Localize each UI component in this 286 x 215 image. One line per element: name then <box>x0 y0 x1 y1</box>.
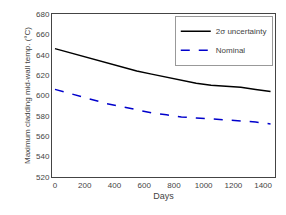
svg-text:580: 580 <box>36 112 50 121</box>
svg-text:Maximum cladding mid-wall temp: Maximum cladding mid-wall temp. (°C) <box>23 27 32 164</box>
svg-text:640: 640 <box>36 51 50 60</box>
svg-text:Days: Days <box>153 191 174 201</box>
svg-text:Nominal: Nominal <box>216 46 246 55</box>
svg-text:600: 600 <box>36 91 50 100</box>
svg-text:660: 660 <box>36 30 50 39</box>
svg-text:400: 400 <box>108 181 122 190</box>
svg-text:2σ uncertainty: 2σ uncertainty <box>216 27 267 36</box>
svg-text:600: 600 <box>137 181 151 190</box>
svg-text:1400: 1400 <box>254 181 272 190</box>
svg-text:540: 540 <box>36 152 50 161</box>
svg-text:0: 0 <box>53 181 58 190</box>
svg-text:800: 800 <box>167 181 181 190</box>
svg-text:1200: 1200 <box>224 181 242 190</box>
svg-text:200: 200 <box>78 181 92 190</box>
svg-text:620: 620 <box>36 71 50 80</box>
svg-text:1000: 1000 <box>195 181 213 190</box>
svg-text:680: 680 <box>36 10 50 19</box>
svg-text:560: 560 <box>36 132 50 141</box>
svg-text:520: 520 <box>36 173 50 182</box>
